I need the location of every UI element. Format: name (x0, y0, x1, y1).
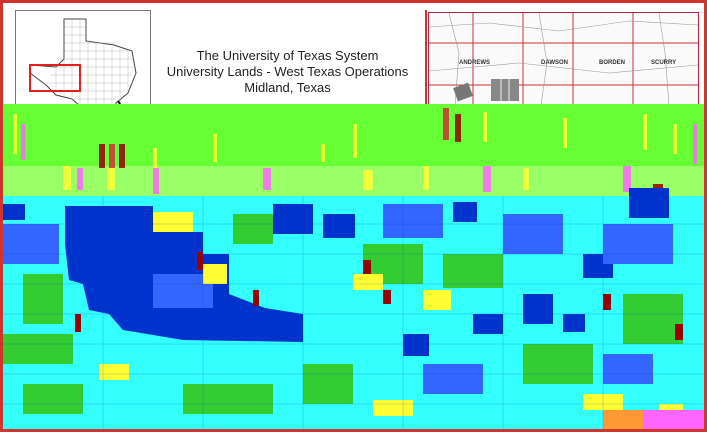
map-title-block: The University of Texas System Universit… (150, 48, 425, 96)
header-divider (425, 10, 427, 106)
title-line-2: University Lands - West Texas Operations (166, 64, 409, 79)
county-label: DAWSON (541, 60, 568, 66)
county-label: ANDREWS (459, 60, 490, 66)
county-grid (429, 13, 698, 105)
title-line-1: The University of Texas System (196, 48, 379, 63)
county-label: SCURRY (651, 60, 677, 66)
county-locator-map: ANDREWS DAWSON BORDEN SCURRY (428, 12, 699, 106)
title-line-3: Midland, Texas (244, 80, 331, 95)
county-label: BORDEN (599, 60, 626, 66)
tract-map-field (3, 104, 704, 429)
